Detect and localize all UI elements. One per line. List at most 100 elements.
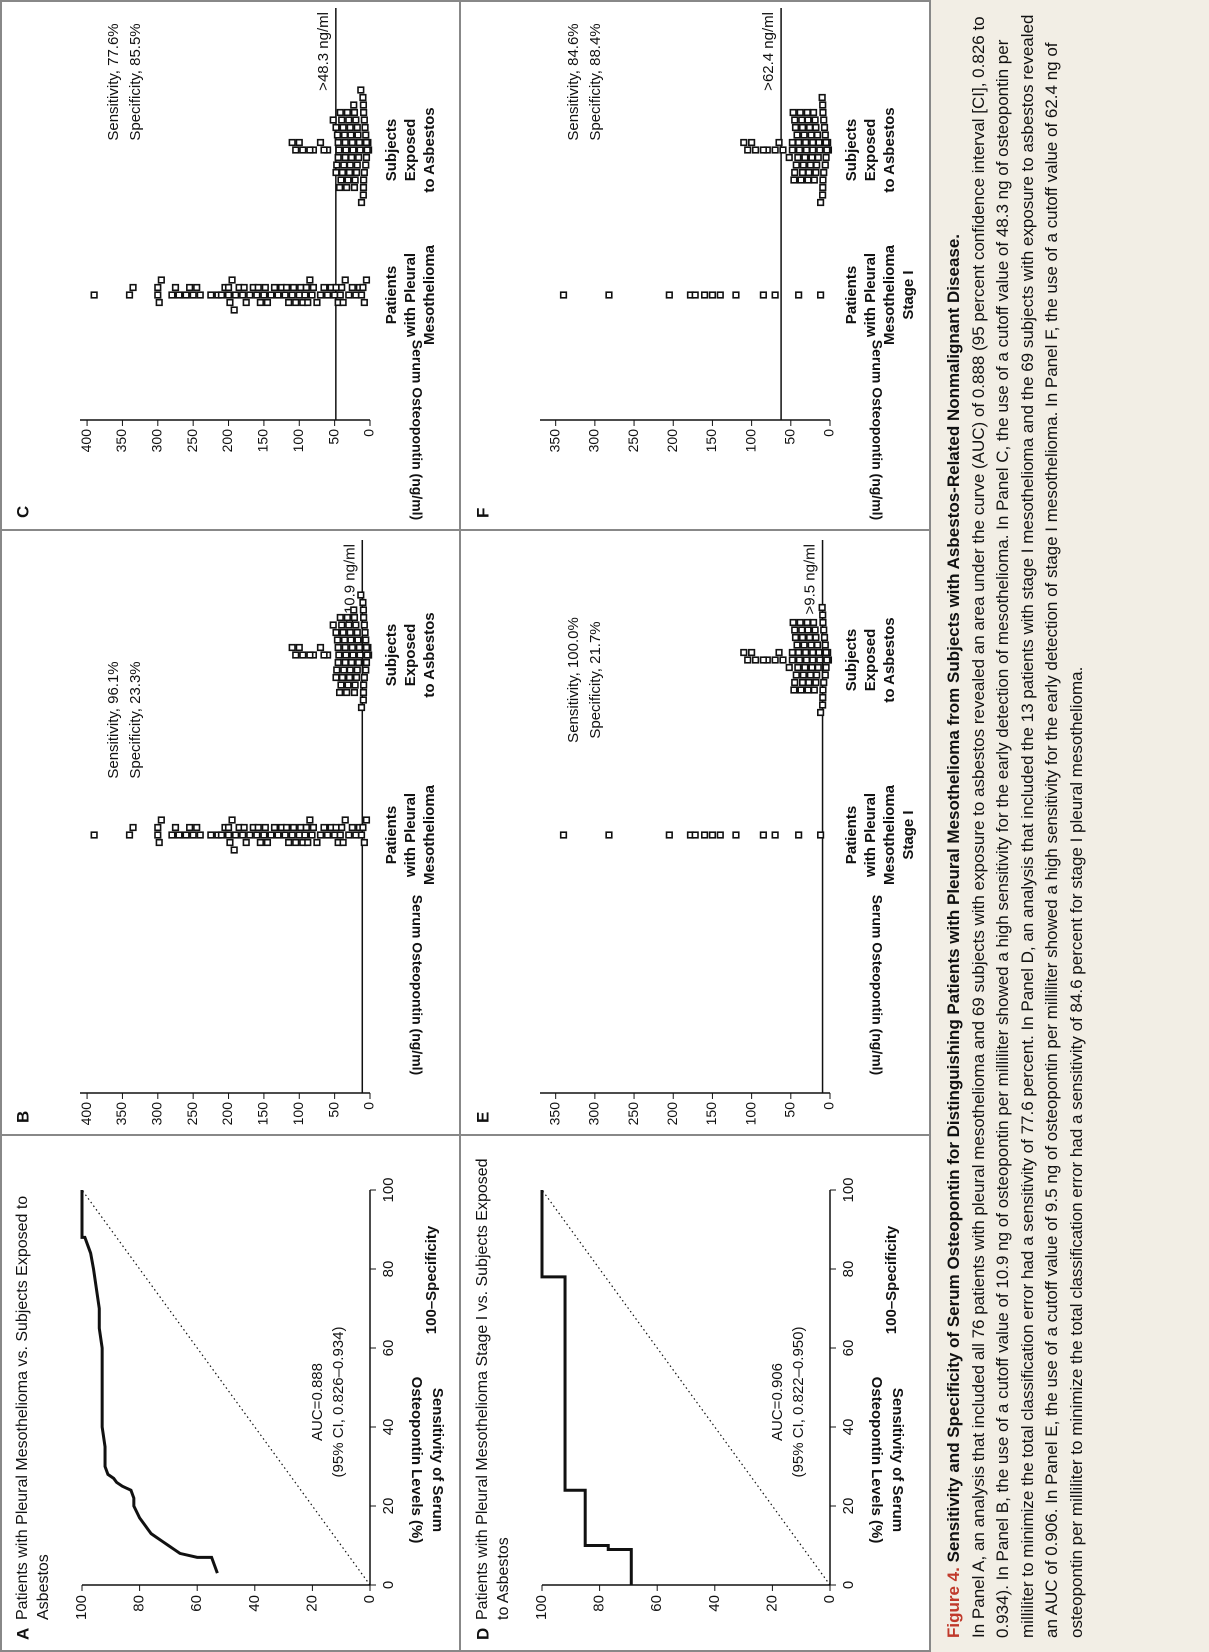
data-point xyxy=(348,138,356,147)
data-point xyxy=(359,183,368,192)
data-point xyxy=(228,816,236,824)
data-point xyxy=(354,131,362,139)
data-point xyxy=(806,671,815,679)
data-point xyxy=(798,168,807,177)
cutoff-label: >9.5 ng/ml xyxy=(802,544,819,614)
data-point xyxy=(334,153,342,162)
data-point xyxy=(339,838,347,847)
data-point xyxy=(261,283,269,292)
data-point xyxy=(708,291,717,299)
data-point xyxy=(359,101,368,109)
data-point xyxy=(232,291,240,299)
data-point xyxy=(340,636,349,644)
data-point xyxy=(207,291,215,299)
data-point xyxy=(795,138,803,147)
data-point xyxy=(822,663,830,672)
data-point xyxy=(363,146,371,154)
data-point xyxy=(355,153,363,162)
data-point xyxy=(810,176,818,184)
data-point xyxy=(802,138,810,147)
data-point xyxy=(334,643,342,652)
data-point xyxy=(331,831,339,839)
x-axis-title: 100–Specificity xyxy=(423,1225,440,1334)
y-tick-label: 40 xyxy=(246,1595,263,1612)
data-point xyxy=(795,656,804,664)
data-point xyxy=(816,146,824,154)
data-point xyxy=(808,663,816,672)
data-point xyxy=(813,131,822,139)
data-point xyxy=(740,648,748,657)
data-point xyxy=(805,678,813,687)
y-axis-title: Serum Osteopontin (ng/ml) xyxy=(869,340,885,520)
data-point xyxy=(338,116,346,124)
data-point xyxy=(193,823,201,832)
data-point xyxy=(359,606,368,614)
data-point xyxy=(559,291,568,299)
data-point xyxy=(346,666,354,674)
data-point xyxy=(819,611,827,619)
data-point xyxy=(335,183,344,192)
panel-letter: B xyxy=(13,1111,32,1123)
data-point xyxy=(605,831,613,839)
y-tick-label: 350 xyxy=(546,1102,562,1126)
data-point xyxy=(794,663,802,672)
y-tick-label: 300 xyxy=(586,1102,602,1126)
data-point xyxy=(348,823,356,832)
data-point xyxy=(260,831,268,839)
data-point xyxy=(239,831,247,839)
data-point xyxy=(341,276,349,284)
data-point xyxy=(254,283,262,292)
data-point xyxy=(295,291,303,299)
data-point xyxy=(329,116,337,124)
caption: Figure 4. Sensitivity and Specificity of… xyxy=(942,12,1089,1638)
data-point xyxy=(340,161,348,169)
data-point xyxy=(350,183,359,192)
data-point xyxy=(797,686,805,694)
group-label: Subjects xyxy=(843,629,860,692)
y-tick-label: 0 xyxy=(821,1595,838,1603)
data-point xyxy=(362,276,371,284)
data-point xyxy=(346,628,354,637)
group-label: Subjects xyxy=(383,624,400,687)
annotation: AUC=0.888 xyxy=(309,1363,326,1441)
data-point xyxy=(819,108,827,117)
data-point xyxy=(332,823,340,832)
data-point xyxy=(329,621,337,629)
data-point xyxy=(751,656,760,664)
data-point xyxy=(791,168,799,177)
data-point xyxy=(253,831,261,839)
data-point xyxy=(336,613,344,622)
data-point xyxy=(744,656,752,664)
data-point xyxy=(823,656,831,664)
data-point xyxy=(182,291,190,299)
data-point xyxy=(242,838,250,847)
data-point xyxy=(207,831,215,839)
x-tick-label: 100 xyxy=(840,1177,857,1202)
data-point xyxy=(292,651,300,659)
data-point xyxy=(323,831,332,839)
data-point xyxy=(350,613,359,622)
data-point xyxy=(196,291,204,299)
data-point xyxy=(363,651,371,659)
data-point xyxy=(175,291,183,299)
data-point xyxy=(292,146,300,154)
data-point xyxy=(270,283,279,292)
data-point xyxy=(820,116,828,124)
data-point xyxy=(348,658,356,667)
data-point xyxy=(348,153,356,162)
data-point xyxy=(281,831,289,839)
data-point xyxy=(732,291,740,299)
data-point xyxy=(335,651,343,659)
data-point xyxy=(819,176,827,184)
data-point xyxy=(819,183,827,192)
data-point xyxy=(270,823,279,832)
data-point xyxy=(804,176,812,184)
data-point xyxy=(323,291,332,299)
data-point xyxy=(819,693,827,702)
data-point xyxy=(344,681,352,689)
data-point xyxy=(759,831,767,839)
data-point xyxy=(340,666,348,674)
data-point xyxy=(779,146,787,154)
data-point xyxy=(771,146,779,154)
